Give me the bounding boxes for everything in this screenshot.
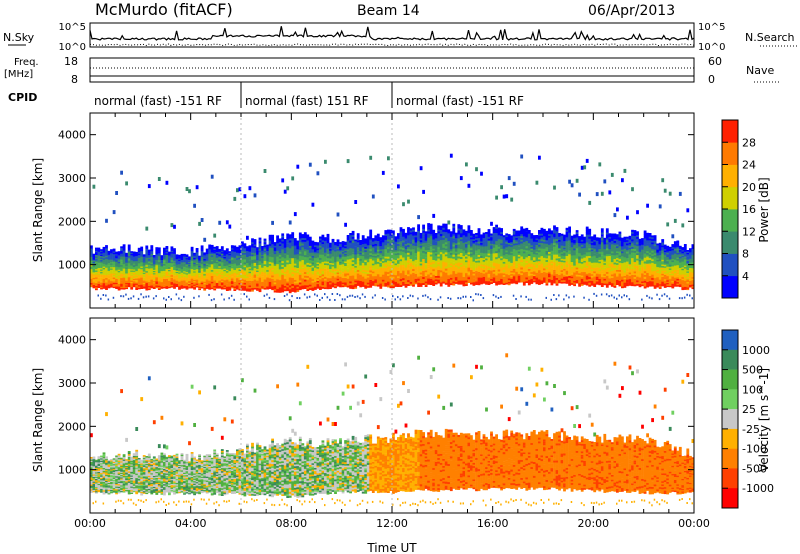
cpid-label: CPID <box>8 91 37 104</box>
colorbar-tick: -25 <box>742 423 760 436</box>
beam-title: Beam 14 <box>357 3 420 19</box>
noise-right-tick-top: 10^5 <box>698 22 725 33</box>
xtick-label: 00:00 <box>74 517 106 530</box>
cpid-segment-2: normal (fast) -151 RF <box>396 94 524 108</box>
colorbar-tick: 8 <box>742 248 749 261</box>
colorbar-tick: 28 <box>742 136 756 149</box>
colorbar-tick: 1000 <box>742 344 770 357</box>
ytick-label: 1000 <box>58 464 86 477</box>
colorbar-tick: -500 <box>742 462 767 475</box>
nave-tick-top: 60 <box>708 55 722 68</box>
noise-left-tick-bottom: 10^0 <box>59 42 86 53</box>
power-colorbar-label: Power [dB] <box>757 177 771 242</box>
freq-label: Freq. <box>14 57 39 68</box>
colorbar-tick: 25 <box>742 403 756 416</box>
cpid-segment-1: normal (fast) 151 RF <box>245 94 369 108</box>
nave-tick-bottom: 0 <box>708 73 715 86</box>
velocity-ylabel: Slant Range [km] <box>31 368 45 472</box>
velocity-panel: 1000 2000 3000 4000 00:00 04:00 08:00 12:00 16:0… <box>58 317 774 530</box>
noise-left-label: N.Sky <box>3 31 35 44</box>
noise-right-label: N.Search <box>745 31 795 44</box>
colorbar-tick: -100 <box>742 443 767 456</box>
date-title: 06/Apr/2013 <box>588 3 675 19</box>
ytick-label: 1000 <box>58 259 86 272</box>
cpid-segments: normal (fast) -151 RF normal (fast) 151 R… <box>94 82 524 108</box>
noise-panel: N.Sky 10^5 10^0 10^5 10^0 N.Search <box>3 22 798 53</box>
colorbar-tick: 4 <box>742 270 749 283</box>
freq-tick-bottom: 8 <box>71 73 78 86</box>
heatmap-cells <box>90 353 695 507</box>
colorbar-tick: 500 <box>742 364 763 377</box>
colorbar: 4 8 12 16 20 24 28 <box>721 119 756 299</box>
colorbar-tick: -1000 <box>742 482 774 495</box>
noise-left-tick-top: 10^5 <box>59 22 86 33</box>
colorbar-tick: 100 <box>742 383 763 396</box>
xtick-label: 16:00 <box>477 517 509 530</box>
noise-search-trace <box>89 43 695 47</box>
power-panel: 1000 2000 3000 4000 4 8 12 16 20 24 28 <box>58 112 756 309</box>
xtick-label: 12:00 <box>376 517 408 530</box>
noise-sky-trace <box>89 26 695 41</box>
ytick-label: 4000 <box>58 129 86 142</box>
colorbar-tick: 12 <box>742 225 756 238</box>
time-xlabel: Time UT <box>366 541 417 554</box>
xtick-label: 20:00 <box>577 517 609 530</box>
cpid-segment-0: normal (fast) -151 RF <box>94 94 222 108</box>
ytick-label: 3000 <box>58 172 86 185</box>
velocity-colorbar-label: Velocity [m s^-1] <box>757 368 771 472</box>
nave-label: Nave <box>746 64 774 77</box>
xtick-label: 04:00 <box>175 517 207 530</box>
heatmap-cells <box>90 153 695 302</box>
noise-right-tick-bottom: 10^0 <box>698 42 725 53</box>
station-title: McMurdo (fitACF) <box>95 0 233 19</box>
freq-panel: Freq. [MHz] 18 8 60 0 Nave <box>4 55 780 86</box>
ytick-label: 2000 <box>58 420 86 433</box>
xtick-label: 00:00 <box>678 517 710 530</box>
colorbar-tick: 16 <box>742 203 756 216</box>
colorbar-tick: 20 <box>742 181 756 194</box>
ytick-label: 2000 <box>58 215 86 228</box>
power-ylabel: Slant Range [km] <box>31 158 45 262</box>
ytick-label: 3000 <box>58 377 86 390</box>
colorbar: 1000 500 100 25 -25 -100 -500 -1000 <box>721 329 774 509</box>
ytick-label: 4000 <box>58 334 86 347</box>
xtick-label: 08:00 <box>275 517 307 530</box>
freq-tick-top: 18 <box>64 55 78 68</box>
colorbar-tick: 24 <box>742 159 756 172</box>
freq-unit-label: [MHz] <box>4 69 33 80</box>
